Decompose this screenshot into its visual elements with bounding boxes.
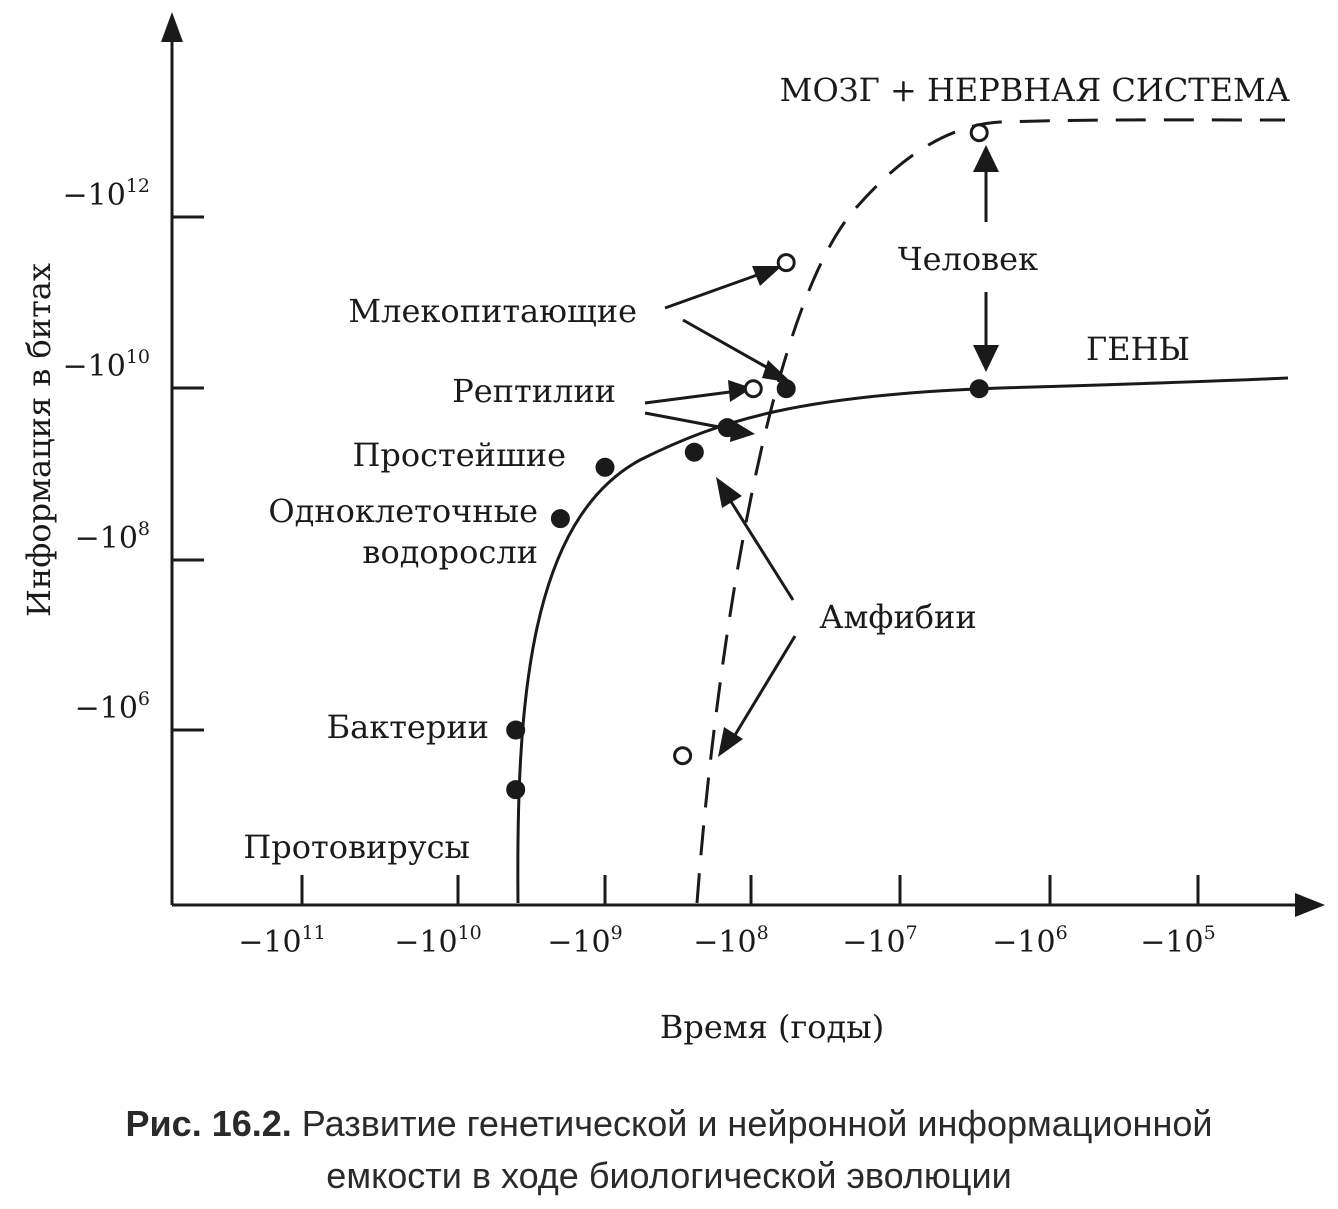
y-tick-label: −1010 xyxy=(63,346,151,384)
annotation-protoviruses: Протовирусы xyxy=(243,828,470,866)
x-axis-arrowhead xyxy=(1295,893,1325,917)
genes-point-Рептилии xyxy=(717,418,737,438)
arrowhead xyxy=(752,266,782,286)
x-tick-label: −105 xyxy=(1140,922,1215,960)
caption-label: Рис. 16.2. xyxy=(125,1103,292,1144)
arrow-amphibians-to-genes xyxy=(728,499,795,601)
arrowhead xyxy=(728,380,752,402)
caption-text-1: Развитие генетической и нейронной информ… xyxy=(301,1103,1213,1144)
annotation-bacteria: Бактерии xyxy=(327,708,489,746)
y-axis-title: Информация в битах xyxy=(20,263,58,617)
brain-point-Человек xyxy=(969,123,989,143)
y-tick-label: −108 xyxy=(75,518,150,556)
x-tick-label: −108 xyxy=(693,922,768,960)
genes-point-Человек xyxy=(969,379,989,399)
x-tick-label: −107 xyxy=(842,922,917,960)
brain-point-Рептилии xyxy=(743,379,763,399)
annotation-algae-line1: Одноклеточные xyxy=(268,492,538,530)
brain-point-Амфибии xyxy=(673,746,693,766)
annotation-genes: ГЕНЫ xyxy=(1086,330,1190,368)
annotation-protozoa: Простейшие xyxy=(352,436,566,474)
arrowhead xyxy=(973,145,999,172)
y-axis-arrowhead xyxy=(161,12,183,42)
ticks-layer: −1011 −1010 −109 −108 −107 −106 −105 −1012 −1010… xyxy=(63,175,1216,960)
x-axis-title: Время (годы) xyxy=(660,1008,884,1046)
points-layer xyxy=(506,123,989,800)
y-tick-label: −106 xyxy=(75,688,150,726)
genes-point-Простейшие xyxy=(595,457,615,477)
arrow-mammals-to-brain xyxy=(664,272,761,310)
genes-point-Амфибии xyxy=(684,442,704,462)
x-tick-label: −106 xyxy=(992,922,1067,960)
genes-point-Бактерии xyxy=(506,720,526,740)
arrowhead xyxy=(718,727,743,757)
genes-point-Одноклеточные водоросли xyxy=(550,509,570,529)
genes-point-Млекопитающие xyxy=(776,379,796,399)
annotation-reptiles: Рептилии xyxy=(452,372,616,410)
annotation-human: Человек xyxy=(898,240,1038,278)
arrow-amphibians-to-brain xyxy=(733,635,797,736)
genes-curve xyxy=(516,376,1289,904)
x-tick-label: −109 xyxy=(547,922,622,960)
caption-line-1: Рис. 16.2. Развитие генетической и нейро… xyxy=(0,1098,1338,1150)
x-tick-label: −1011 xyxy=(238,922,326,960)
annotation-amphibians: Амфибии xyxy=(819,598,976,636)
annotation-mammals: Млекопитающие xyxy=(348,292,637,330)
arrowhead xyxy=(762,360,792,383)
annotation-brain: МОЗГ + НЕРВНАЯ СИСТЕМА xyxy=(780,71,1290,109)
brain-point-Млекопитающие xyxy=(776,253,796,273)
arrow-reptiles-to-brain xyxy=(644,390,731,405)
brain-curve xyxy=(695,118,1286,904)
caption-line-2: емкости в ходе биологической эволюции xyxy=(326,1155,1012,1196)
chart: Информация в битах Время (годы) −1011 −10… xyxy=(20,12,1325,1046)
x-tick-label: −1010 xyxy=(394,922,482,960)
arrowhead xyxy=(716,477,742,508)
arrowhead xyxy=(973,345,999,372)
y-tick-label: −1012 xyxy=(63,175,151,213)
figure-caption: Рис. 16.2. Развитие генетической и нейро… xyxy=(0,1098,1338,1202)
genes-point-Протовирусы xyxy=(506,780,526,800)
arrow-mammals-to-genes xyxy=(682,318,776,374)
arrows-layer xyxy=(644,145,999,757)
annotation-algae-line2: водоросли xyxy=(362,533,538,571)
